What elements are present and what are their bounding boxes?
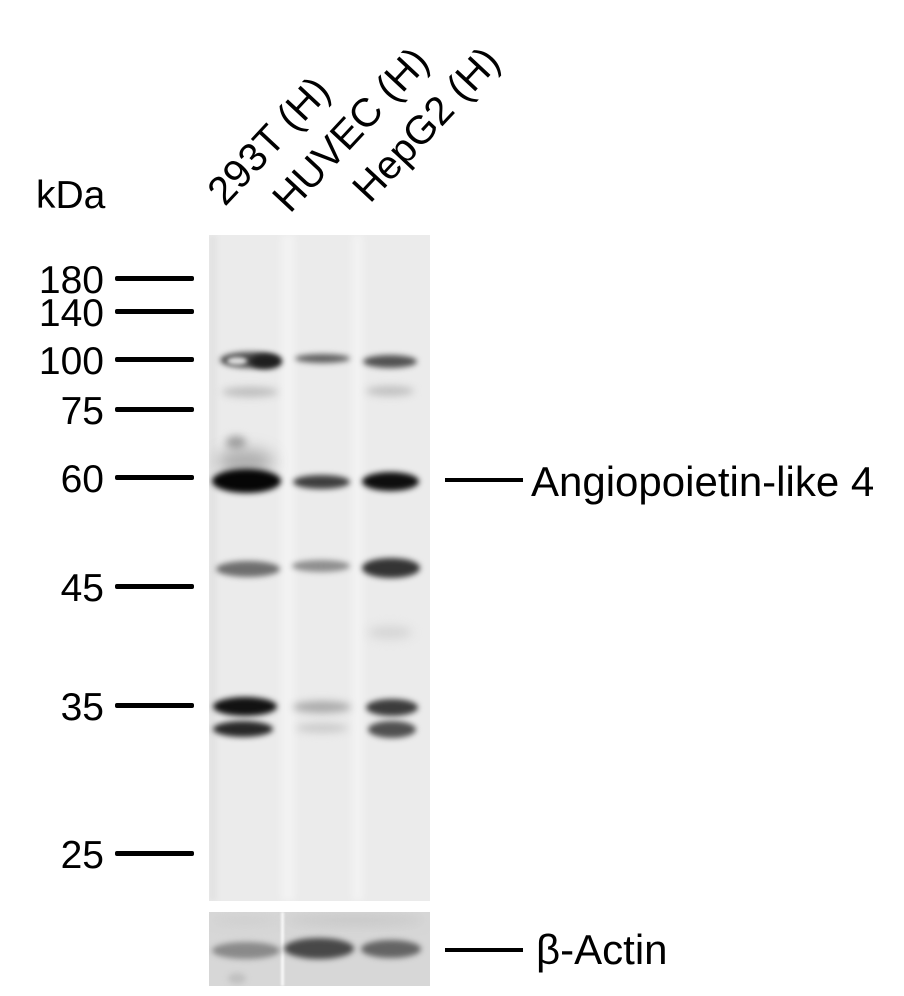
marker-tick bbox=[115, 702, 194, 708]
band bbox=[213, 721, 273, 737]
band bbox=[212, 916, 278, 925]
band bbox=[212, 942, 280, 959]
band bbox=[227, 357, 247, 365]
band bbox=[366, 386, 414, 396]
marker-tick bbox=[115, 474, 194, 480]
marker-tick bbox=[115, 356, 194, 362]
band bbox=[352, 235, 363, 901]
annotation-label: β-Actin bbox=[536, 926, 668, 973]
band bbox=[363, 355, 417, 368]
loading-control-panel bbox=[209, 912, 430, 986]
marker-value: 180 bbox=[38, 258, 104, 302]
band bbox=[366, 699, 418, 716]
marker-value: 100 bbox=[38, 339, 104, 383]
band bbox=[209, 235, 216, 901]
band bbox=[226, 436, 246, 449]
band bbox=[295, 354, 350, 363]
annotation-label: Angiopoietin-like 4 bbox=[531, 458, 875, 505]
marker-value: 25 bbox=[60, 833, 104, 877]
marker-tick bbox=[115, 275, 194, 281]
band bbox=[250, 354, 282, 369]
band bbox=[293, 701, 351, 713]
band bbox=[281, 235, 295, 901]
band bbox=[368, 626, 412, 639]
band bbox=[213, 697, 277, 716]
band bbox=[362, 472, 419, 491]
annotation-line bbox=[445, 478, 523, 482]
band bbox=[293, 475, 350, 489]
marker-tick bbox=[115, 583, 194, 589]
band bbox=[216, 561, 280, 577]
marker-value: 35 bbox=[60, 685, 104, 729]
kda-unit-label: kDa bbox=[36, 174, 106, 217]
band bbox=[281, 912, 284, 986]
band bbox=[284, 938, 354, 959]
band bbox=[368, 721, 416, 738]
band bbox=[212, 469, 281, 493]
marker-tick bbox=[115, 850, 194, 856]
annotation-line bbox=[445, 948, 523, 952]
target-blot-panel bbox=[209, 235, 430, 901]
band bbox=[285, 914, 425, 926]
marker-tick bbox=[115, 308, 194, 314]
band bbox=[296, 723, 348, 733]
marker-value: 45 bbox=[60, 566, 104, 610]
band bbox=[228, 973, 246, 984]
marker-value: 140 bbox=[38, 291, 104, 335]
band bbox=[222, 387, 278, 397]
marker-tick bbox=[115, 406, 194, 412]
marker-value: 75 bbox=[60, 389, 104, 433]
band bbox=[361, 940, 421, 958]
band bbox=[292, 560, 350, 572]
marker-value: 60 bbox=[60, 457, 104, 501]
band bbox=[362, 558, 420, 578]
